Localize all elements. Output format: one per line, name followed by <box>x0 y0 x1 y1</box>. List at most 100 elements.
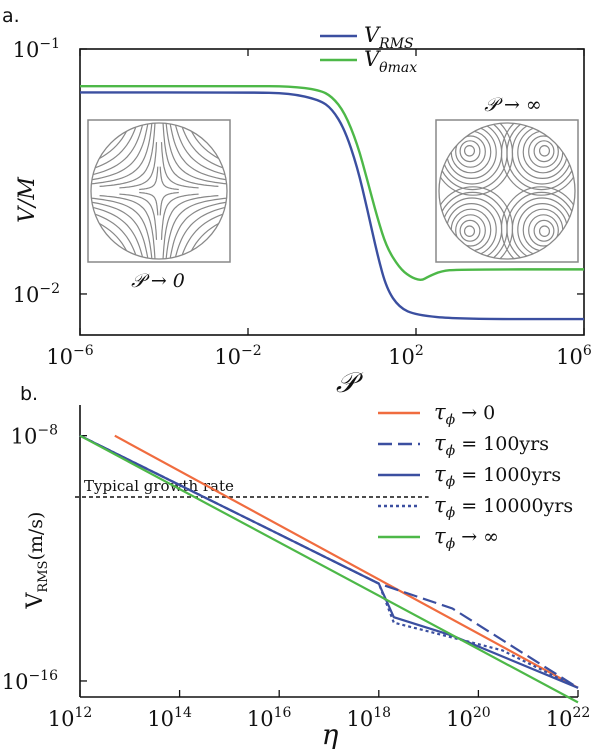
b-series-line-0 <box>114 434 579 689</box>
streamline <box>91 196 155 259</box>
panel-a-lines <box>80 84 584 321</box>
b-xtick-label: 1022 <box>546 705 591 731</box>
b-xtick-label-exp: 20 <box>473 705 491 721</box>
b-xtick-label: 1018 <box>347 705 392 731</box>
streamline <box>538 145 551 157</box>
b-ylabel-text: VRMS(m/s) <box>23 512 51 610</box>
a-xtick-label-exp: 6 <box>583 343 592 359</box>
b-xtick-label-exp: 14 <box>174 705 192 721</box>
a-ytick-label-base: 10−1 <box>13 36 60 62</box>
panel-b-legend: τϕ → 0 τϕ = 100yrs τϕ = 1000yrs τϕ = 10000y… <box>378 400 573 552</box>
a-ylabel-text: V/M <box>15 177 40 223</box>
streamline <box>163 123 227 186</box>
streamline <box>168 123 227 180</box>
streamline <box>168 202 227 259</box>
a-xtick-label-exp: −6 <box>73 343 94 359</box>
panel-a-axes-frame <box>79 48 585 336</box>
streamline <box>159 166 179 191</box>
b-xtick-label: 1016 <box>247 705 292 731</box>
a-legend-sub-1: θmax <box>379 60 417 76</box>
streamline <box>119 193 158 240</box>
streamline <box>139 191 159 216</box>
a-xtick-label: 102 <box>388 343 424 369</box>
inset-left-label: 𝒫 → 0 <box>131 270 185 292</box>
a-xtick-label: 10−2 <box>214 343 261 369</box>
a-xlabel-text: 𝒫 <box>336 366 364 399</box>
streamline <box>538 225 551 237</box>
streamline <box>500 123 575 196</box>
streamline <box>91 201 151 259</box>
inset-left-frame <box>87 119 231 263</box>
panel-b: b. 1012 1014 1016 1018 1020 1022 10−8 10−16 Typ… <box>2 383 591 749</box>
streamline <box>163 196 227 259</box>
streamline <box>160 193 199 240</box>
streamline <box>162 195 219 259</box>
a-xtick-label: 10−6 <box>46 343 93 369</box>
b-legend-entry-0: τϕ → 0 <box>434 400 495 428</box>
a-xtick-label-base: 10−2 <box>214 343 261 369</box>
streamline <box>91 123 154 184</box>
inset-boundary <box>90 122 228 260</box>
b-legend-sub-1: ϕ <box>446 443 456 459</box>
panel-a-y-axis-label: V/M <box>15 177 40 223</box>
b-xtick-label-base: 1012 <box>48 705 93 731</box>
streamline <box>119 142 158 189</box>
b-xtick-label-exp: 22 <box>572 705 590 721</box>
panel-b-y-axis-label: VRMS(m/s) <box>23 512 51 610</box>
b-xtick-label: 1012 <box>48 705 93 731</box>
b-xtick-label: 1020 <box>446 705 491 731</box>
b-xtick-label-base: 1022 <box>546 705 591 731</box>
streamline <box>459 140 481 163</box>
a-ytick-label-base: 10−2 <box>13 281 60 307</box>
growth-rate-label: Typical growth rate <box>84 477 234 495</box>
a-xtick-label-base: 10−6 <box>46 343 93 369</box>
streamline <box>455 135 486 168</box>
streamline <box>159 191 179 216</box>
inset-p-to-zero <box>87 119 231 263</box>
b-xtick-label-exp: 16 <box>274 705 292 721</box>
streamline <box>165 199 227 259</box>
streamline <box>459 219 481 242</box>
b-xtick-label-base: 1020 <box>446 705 491 731</box>
a-xtick-label-base: 106 <box>556 343 592 369</box>
streamline <box>139 166 159 191</box>
streamline <box>463 145 476 157</box>
b-legend-rest-2: = 1000yrs <box>455 464 561 486</box>
b-xtick-label-base: 1018 <box>347 705 392 731</box>
a-xtick-label-exp: −2 <box>241 343 262 359</box>
inset-p-to-infinity <box>435 119 579 263</box>
streamline <box>167 123 227 181</box>
streamline <box>99 195 156 259</box>
b-legend-entry-1: τϕ = 100yrs <box>434 431 549 459</box>
a-ytick-label: 10−1 <box>13 36 60 62</box>
b-legend-sub-2: ϕ <box>446 474 456 490</box>
b-ytick-label: 10−16 <box>2 668 58 694</box>
streamline <box>165 123 227 183</box>
a-legend-sub-0: RMS <box>378 36 413 52</box>
streamline <box>506 191 575 259</box>
a-ytick-label-exp: −2 <box>39 281 60 297</box>
b-series-line-4 <box>79 434 579 704</box>
streamline <box>506 123 575 191</box>
b-legend-entry-2: τϕ = 1000yrs <box>434 462 561 490</box>
streamline <box>455 214 486 247</box>
streamline <box>91 198 154 259</box>
a-xtick-label: 106 <box>556 343 592 369</box>
a-xtick-label-base: 102 <box>388 343 424 369</box>
streamline <box>164 198 227 259</box>
streamline <box>160 142 199 189</box>
b-ytick-label-base: 10−8 <box>11 423 58 449</box>
panel-b-annotation: Typical growth rate <box>75 477 429 498</box>
streamline <box>99 123 156 187</box>
b-series-line-3 <box>79 434 579 689</box>
streamline <box>528 214 559 247</box>
b-xtick-label: 1014 <box>147 705 192 731</box>
b-legend-sub-3: ϕ <box>446 505 456 521</box>
inset-right-frame <box>435 119 579 263</box>
streamline <box>164 123 227 184</box>
a-ytick-label: 10−2 <box>13 281 60 307</box>
inset-right-label: 𝒫 → ∞ <box>484 94 542 116</box>
streamline <box>528 135 559 168</box>
b-ytick-label: 10−8 <box>11 423 58 449</box>
